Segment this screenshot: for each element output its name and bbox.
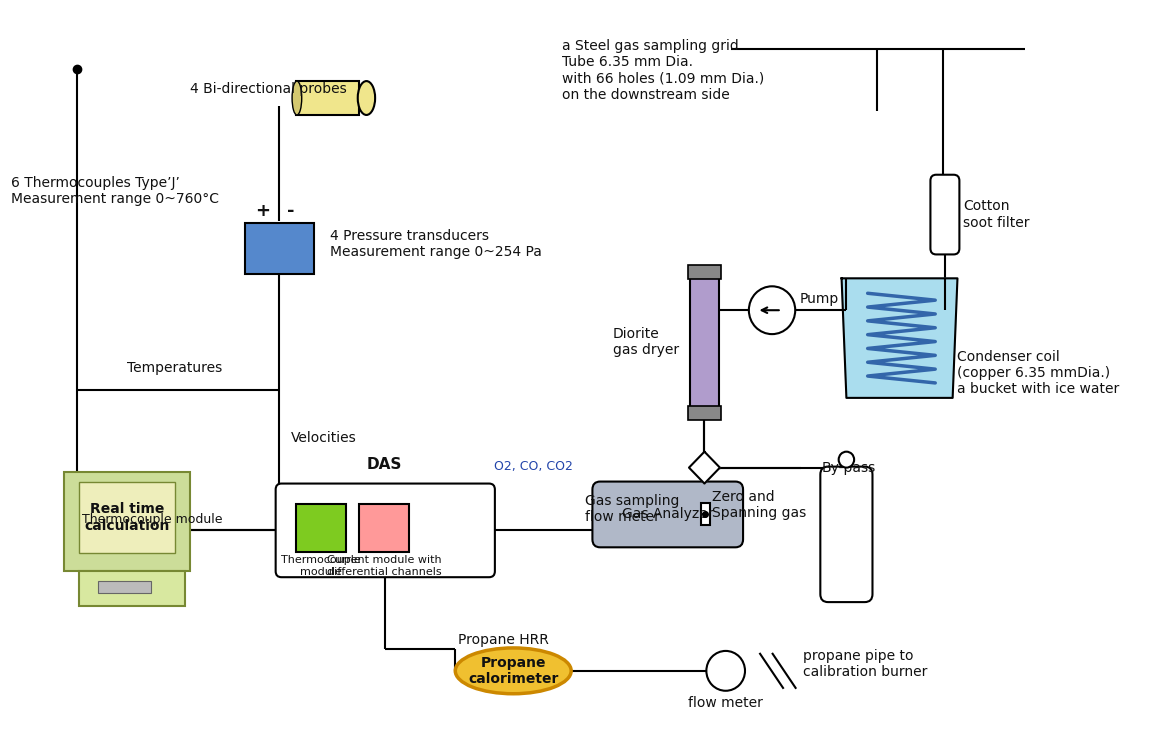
Bar [244,223,314,274]
Polygon shape [842,279,957,398]
Bar [98,581,151,593]
FancyBboxPatch shape [592,482,743,548]
Text: Cotton
soot filter: Cotton soot filter [963,199,1030,229]
Text: Condenser coil
(copper 6.35 mmDia.)
a bucket with ice water: Condenser coil (copper 6.35 mmDia.) a bu… [957,350,1120,397]
Bar [296,504,346,552]
Ellipse shape [455,648,571,693]
Bar [688,265,721,279]
Bar [688,406,721,420]
Text: Thermocouple
module: Thermocouple module [281,556,361,577]
Bar [65,471,190,571]
Text: 6 Thermocouples Type’J’
Measurement range 0~760°C: 6 Thermocouples Type’J’ Measurement rang… [12,176,219,206]
Text: By-pass: By-pass [821,460,876,474]
Text: Gas sampling
flow meter: Gas sampling flow meter [585,493,679,523]
Text: a Steel gas sampling grid
Tube 6.35 mm Dia.
with 66 holes (1.09 mm Dia.)
on the : a Steel gas sampling grid Tube 6.35 mm D… [561,40,764,102]
Bar [700,504,711,526]
Text: Gas Analyzer: Gas Analyzer [622,507,713,521]
Text: Temperatures: Temperatures [127,361,222,375]
Text: Current module with
differential channels: Current module with differential channel… [326,556,441,577]
Text: DAS: DAS [367,457,402,471]
FancyBboxPatch shape [931,174,960,254]
Text: O2, CO, CO2: O2, CO, CO2 [494,460,573,473]
Ellipse shape [358,81,376,115]
Bar [78,482,175,553]
Text: Velocities: Velocities [291,431,357,445]
Text: flow meter: flow meter [688,696,763,710]
Polygon shape [689,452,720,484]
Text: +: + [255,202,270,220]
Text: Zero and
Spanning gas: Zero and Spanning gas [712,490,806,520]
Text: 4 Pressure transducers
Measurement range 0~254 Pa: 4 Pressure transducers Measurement range… [329,229,541,259]
FancyBboxPatch shape [275,484,495,577]
Circle shape [749,287,795,334]
Circle shape [706,651,745,690]
Text: propane pipe to
calibration burner: propane pipe to calibration burner [803,649,927,679]
Text: Real time
calculation: Real time calculation [84,502,169,533]
Text: Pump: Pump [799,292,840,306]
Text: Diorite
gas dryer: Diorite gas dryer [613,327,679,357]
Circle shape [839,452,854,468]
Text: -: - [287,202,295,220]
Text: 4 Bi-directional probes: 4 Bi-directional probes [190,82,347,96]
Ellipse shape [293,81,302,115]
Bar [358,504,409,552]
Bar [690,277,719,408]
FancyBboxPatch shape [820,467,872,602]
Bar [78,571,184,606]
Text: Propane
calorimeter: Propane calorimeter [468,656,559,686]
Bar [296,81,358,115]
Text: Thermocouple module: Thermocouple module [82,513,222,526]
Text: Propane HRR: Propane HRR [458,633,550,647]
